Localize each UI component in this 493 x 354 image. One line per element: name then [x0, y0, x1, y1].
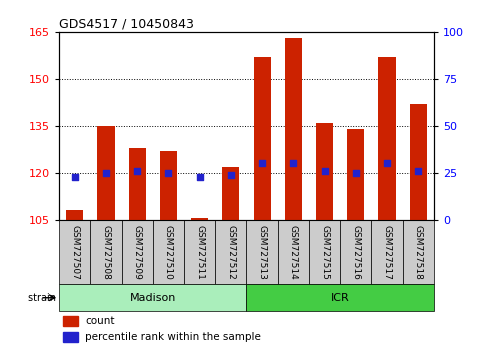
Point: [196, 174, 204, 179]
Bar: [160, 151, 177, 220]
FancyBboxPatch shape: [59, 220, 90, 284]
Text: GDS4517 / 10450843: GDS4517 / 10450843: [59, 18, 194, 31]
Bar: [63, 316, 78, 326]
FancyBboxPatch shape: [403, 220, 434, 284]
FancyBboxPatch shape: [215, 220, 246, 284]
FancyBboxPatch shape: [59, 284, 246, 311]
Point: [414, 168, 422, 174]
Point: [289, 161, 297, 166]
Text: percentile rank within the sample: percentile rank within the sample: [85, 332, 261, 342]
Bar: [316, 123, 333, 220]
Bar: [129, 148, 146, 220]
Text: GSM727514: GSM727514: [289, 225, 298, 279]
Text: GSM727515: GSM727515: [320, 225, 329, 280]
FancyBboxPatch shape: [122, 220, 153, 284]
FancyBboxPatch shape: [184, 220, 215, 284]
FancyBboxPatch shape: [278, 220, 309, 284]
Text: GSM727509: GSM727509: [133, 225, 141, 280]
FancyBboxPatch shape: [309, 220, 340, 284]
FancyBboxPatch shape: [90, 220, 122, 284]
Bar: [347, 129, 364, 220]
FancyBboxPatch shape: [371, 220, 403, 284]
Point: [383, 161, 391, 166]
FancyBboxPatch shape: [153, 220, 184, 284]
Bar: [410, 104, 427, 220]
Bar: [253, 57, 271, 220]
Text: GSM727507: GSM727507: [70, 225, 79, 280]
FancyBboxPatch shape: [246, 220, 278, 284]
Text: GSM727511: GSM727511: [195, 225, 204, 280]
Text: ICR: ICR: [331, 293, 350, 303]
Point: [133, 168, 141, 174]
Text: GSM727517: GSM727517: [383, 225, 391, 280]
Point: [71, 174, 79, 179]
Bar: [98, 126, 114, 220]
Point: [165, 170, 173, 176]
Bar: [66, 210, 83, 220]
Text: GSM727512: GSM727512: [226, 225, 235, 279]
Text: GSM727518: GSM727518: [414, 225, 423, 280]
Text: count: count: [85, 316, 115, 326]
Point: [320, 168, 328, 174]
Text: strain: strain: [28, 293, 59, 303]
Bar: [285, 38, 302, 220]
Point: [352, 170, 360, 176]
Text: GSM727508: GSM727508: [102, 225, 110, 280]
Text: GSM727513: GSM727513: [258, 225, 267, 280]
Point: [258, 161, 266, 166]
Bar: [191, 218, 208, 220]
Point: [102, 170, 110, 176]
Bar: [379, 57, 395, 220]
Text: GSM727510: GSM727510: [164, 225, 173, 280]
Text: Madison: Madison: [130, 293, 176, 303]
Bar: [63, 332, 78, 342]
Point: [227, 172, 235, 178]
FancyBboxPatch shape: [340, 220, 371, 284]
Bar: [222, 167, 240, 220]
Text: GSM727516: GSM727516: [352, 225, 360, 280]
FancyBboxPatch shape: [246, 284, 434, 311]
